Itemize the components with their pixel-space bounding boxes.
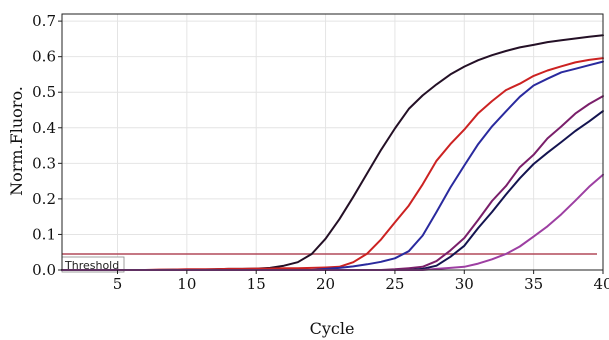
x-tick-label: 20	[316, 275, 335, 293]
y-axis-title: Norm.Fluoro.	[7, 86, 26, 196]
x-tick-label: 30	[455, 275, 474, 293]
plot-frame	[61, 13, 604, 271]
y-tick-label: 0.7	[32, 12, 56, 30]
grid-layer	[62, 14, 604, 270]
plot-background	[62, 14, 603, 270]
y-tick-label: 0.4	[32, 119, 56, 137]
y-tick-label: 0.2	[32, 190, 56, 208]
x-tick-label: 10	[177, 275, 196, 293]
y-tick-layer: 0.0 0.1 0.2 0.3 0.4 0.5 0.6 0.7	[32, 12, 62, 279]
x-axis-title: Cycle	[310, 319, 355, 338]
y-tick-label: 0.6	[32, 48, 56, 66]
y-tick-label: 0.5	[32, 83, 56, 101]
x-tick-label: 35	[524, 275, 543, 293]
x-tick-label: 5	[113, 275, 123, 293]
threshold-label: Threshold	[64, 259, 119, 272]
x-tick-label: 25	[385, 275, 404, 293]
x-tick-layer: 5 10 15 20 25 30 35 40	[113, 270, 609, 293]
y-tick-label: 0.1	[32, 225, 56, 243]
x-tick-label: 40	[593, 275, 609, 293]
x-tick-label: 15	[247, 275, 266, 293]
y-tick-label: 0.3	[32, 154, 56, 172]
y-tick-label: 0.0	[32, 261, 56, 279]
